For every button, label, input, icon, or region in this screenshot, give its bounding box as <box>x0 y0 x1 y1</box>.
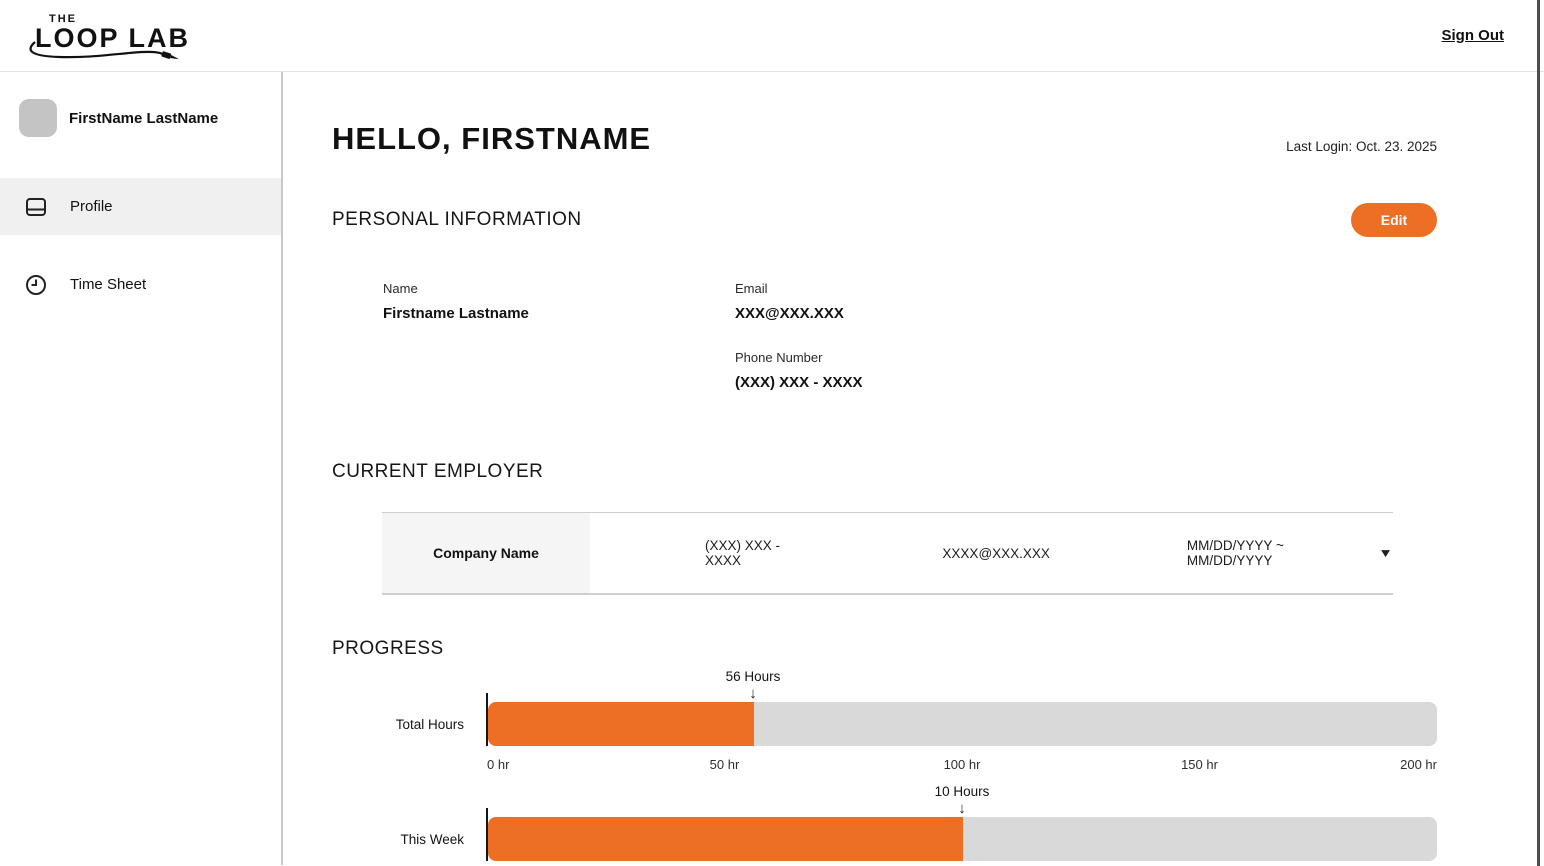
employer-dates: MM/DD/YYYY ~ MM/DD/YYYY <box>1186 538 1284 568</box>
chevron-down-icon[interactable]: ▼︎ <box>1378 546 1393 560</box>
sidebar-user-name: FirstName LastName <box>69 109 219 127</box>
sidebar-item-label: Profile <box>70 198 113 215</box>
loop-lab-logo[interactable]: THE LOOP LAB <box>29 12 191 59</box>
tick-label: 0 hr <box>487 757 510 772</box>
progress-chart-total-hours: Total Hours 56 Hours ↓ 0 hr 50 hr 100 hr 15… <box>332 662 1437 777</box>
chart-axis-line <box>486 693 488 746</box>
tick-label: 150 hr <box>1181 757 1218 772</box>
personal-info-title: PERSONAL INFORMATION <box>332 209 582 230</box>
chart-value-annotation: 10 Hours ↓ <box>934 783 990 817</box>
phone-value: (XXX) XXX - XXXX <box>735 374 863 391</box>
edit-button[interactable]: Edit <box>1351 203 1437 237</box>
down-arrow-icon: ↓ <box>958 800 966 817</box>
chart-track <box>488 702 1437 746</box>
company-name-cell: Company Name <box>382 513 590 593</box>
name-label: Name <box>383 281 418 296</box>
sidebar-item-time-sheet[interactable]: Time Sheet <box>0 256 281 313</box>
tick-label: 100 hr <box>943 757 981 772</box>
tick-label: 50 hr <box>709 757 740 772</box>
id-card-icon <box>24 195 48 219</box>
cable-swoosh-icon <box>29 40 179 59</box>
chart-fill <box>488 817 963 861</box>
employer-row[interactable]: Company Name (XXX) XXX - XXXX XXXX@XXX.X… <box>382 512 1393 595</box>
sidebar-item-label: Time Sheet <box>70 276 147 293</box>
tick-label: 200 hr <box>1400 757 1437 772</box>
progress-chart-this-week: This Week 10 Hours ↓ <box>332 777 1437 861</box>
down-arrow-icon: ↓ <box>749 685 757 702</box>
current-employer-title: CURRENT EMPLOYER <box>332 461 544 482</box>
chart-label: This Week <box>400 831 464 847</box>
sidebar: FirstName LastName Profile Time Sheet <box>0 72 283 865</box>
last-login-text: Last Login: Oct. 23. 2025 <box>1286 139 1437 154</box>
chart-label: Total Hours <box>395 716 464 732</box>
chart-track <box>488 817 1437 861</box>
chart-value-annotation: 56 Hours ↓ <box>725 668 781 702</box>
main-content: HELLO, FIRSTNAME Last Login: Oct. 23. 20… <box>283 72 1544 865</box>
chart-fill <box>488 702 754 746</box>
email-value: XXX@XXX.XXX <box>735 305 844 322</box>
sidebar-item-profile[interactable]: Profile <box>0 178 281 235</box>
chart-axis-line <box>486 808 488 861</box>
chart-ticks: 0 hr 50 hr 100 hr 150 hr 200 hr <box>487 751 1437 777</box>
clock-icon <box>24 273 48 297</box>
logo-main-text: LOOP LAB <box>35 22 191 53</box>
personal-info-fields: Name Firstname Lastname Email XXX@XXX.XX… <box>332 281 1437 419</box>
window-edge <box>1537 0 1540 866</box>
page-title: HELLO, FIRSTNAME <box>332 121 652 156</box>
name-value: Firstname Lastname <box>383 305 529 322</box>
logo-the-text: THE <box>49 12 77 25</box>
sign-out-link[interactable]: Sign Out <box>1441 27 1505 44</box>
sidebar-user: FirstName LastName <box>0 99 281 137</box>
email-label: Email <box>735 281 768 296</box>
top-header: THE LOOP LAB Sign Out <box>0 0 1544 72</box>
employer-email: XXXX@XXX.XXX <box>942 545 1050 561</box>
avatar <box>19 99 57 137</box>
progress-title: PROGRESS <box>332 638 444 659</box>
employer-phone: (XXX) XXX - XXXX <box>705 538 781 568</box>
phone-label: Phone Number <box>735 350 823 365</box>
